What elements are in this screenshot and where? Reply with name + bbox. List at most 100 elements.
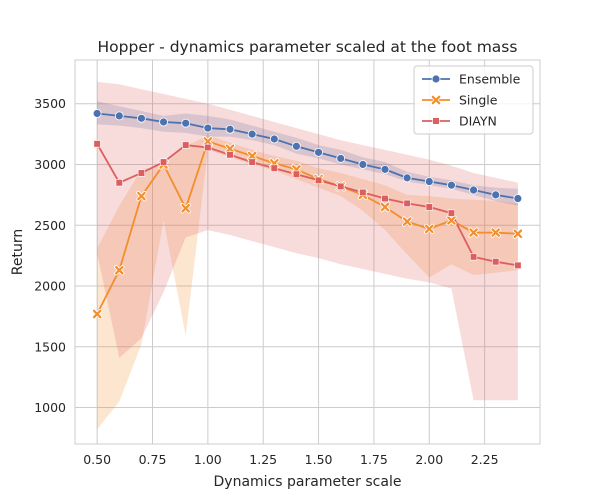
data-point-single-stroke xyxy=(114,265,124,275)
data-point-ensemble xyxy=(402,173,412,183)
data-point-single xyxy=(402,216,413,227)
data-point-single-stroke xyxy=(402,217,412,226)
data-point-single xyxy=(247,150,258,162)
y-tick-labels: 1000 1500 2000 2500 3000 3500 xyxy=(34,96,66,415)
data-point-single xyxy=(490,227,501,238)
x-tick-label: 2.00 xyxy=(415,452,443,467)
data-point-diayn xyxy=(425,203,433,211)
data-point-ensemble xyxy=(424,177,434,186)
data-point-ensemble xyxy=(159,117,168,127)
y-tick-label: 3000 xyxy=(34,157,66,172)
data-point-diayn xyxy=(492,258,500,266)
legend-marker xyxy=(430,94,442,106)
data-point-ensemble xyxy=(292,141,301,151)
x-axis-label: Dynamics parameter scale xyxy=(214,474,402,490)
x-tick-label: 1.00 xyxy=(194,452,222,467)
y-tick-label: 1000 xyxy=(34,400,66,415)
x-tick-label: 0.50 xyxy=(83,452,111,467)
data-point-ensemble xyxy=(269,134,279,144)
data-point-diayn xyxy=(314,176,323,184)
series-markers xyxy=(92,109,523,320)
data-point-ensemble xyxy=(137,113,146,123)
x-tick-label: 1.75 xyxy=(360,452,388,467)
data-point-single-stroke xyxy=(469,228,478,237)
data-point-diayn xyxy=(359,188,367,197)
y-tick-label: 2000 xyxy=(34,279,66,294)
data-point-diayn xyxy=(514,261,522,269)
data-point-single-stroke xyxy=(491,228,501,237)
data-point-ensemble xyxy=(380,164,390,174)
data-point-diayn xyxy=(226,151,234,159)
chart-title: Hopper - dynamics parameter scaled at th… xyxy=(98,38,518,56)
data-point-single xyxy=(379,201,391,213)
data-point-single xyxy=(114,265,125,276)
data-point-ensemble xyxy=(513,194,523,203)
legend-marker xyxy=(432,117,440,125)
data-point-ensemble xyxy=(92,109,102,118)
x-tick-label: 1.25 xyxy=(249,452,277,467)
data-point-diayn xyxy=(469,253,478,261)
data-point-ensemble xyxy=(358,160,368,169)
data-point-diayn xyxy=(381,194,389,203)
data-point-single-stroke xyxy=(447,216,456,225)
data-point-diayn xyxy=(337,182,345,190)
data-point-ensemble xyxy=(203,123,213,133)
legend-label: Ensemble xyxy=(459,72,521,87)
data-point-single-stroke xyxy=(380,202,390,212)
x-tick-labels: 0.50 0.75 1.00 1.25 1.50 1.75 2.00 2.25 xyxy=(83,452,498,467)
data-point-ensemble xyxy=(181,118,191,128)
data-point-ensemble xyxy=(336,154,346,163)
legend-frame xyxy=(413,65,534,135)
data-point-ensemble xyxy=(247,129,257,139)
y-tick-label: 1500 xyxy=(34,339,66,354)
legend-marker-stroke xyxy=(431,95,441,105)
legend-item-diayn: DIAYN xyxy=(422,114,497,129)
y-tick-label: 3500 xyxy=(34,96,66,111)
legend-label: DIAYN xyxy=(459,114,497,129)
data-point-ensemble xyxy=(114,111,124,121)
data-point-single-stroke xyxy=(225,144,235,154)
y-axis-label: Return xyxy=(10,229,26,275)
data-point-diayn xyxy=(270,164,278,172)
data-point-single xyxy=(202,136,213,147)
legend-item-ensemble: Ensemble xyxy=(422,72,521,87)
data-point-single xyxy=(224,143,236,154)
data-point-single-stroke xyxy=(203,137,213,146)
y-tick-label: 2500 xyxy=(34,218,66,233)
series-line-diayn xyxy=(96,143,519,267)
data-point-diayn xyxy=(182,141,190,149)
legend-marker xyxy=(431,74,441,84)
data-point-diayn xyxy=(115,179,123,187)
data-point-single-stroke xyxy=(513,229,523,239)
data-point-ensemble xyxy=(491,190,501,200)
data-point-single-stroke xyxy=(137,191,146,201)
x-tick-label: 1.50 xyxy=(305,452,333,467)
data-point-single-stroke xyxy=(247,151,257,161)
data-point-single xyxy=(180,203,191,214)
data-point-diayn xyxy=(248,158,256,166)
data-point-ensemble xyxy=(225,124,235,134)
data-point-single-stroke xyxy=(424,224,434,234)
legend-label: Single xyxy=(459,93,498,108)
x-tick-label: 2.25 xyxy=(471,452,499,467)
data-point-single xyxy=(136,191,147,202)
band-single xyxy=(97,135,518,430)
data-point-single xyxy=(468,227,479,238)
data-point-diayn xyxy=(93,140,101,148)
data-point-diayn xyxy=(447,209,456,217)
x-tick-label: 0.75 xyxy=(139,452,167,467)
data-point-diayn xyxy=(292,170,301,178)
data-point-diayn xyxy=(137,169,146,177)
data-point-diayn xyxy=(159,158,168,166)
data-point-ensemble xyxy=(469,185,478,195)
data-point-single-stroke xyxy=(92,309,102,319)
data-point-single xyxy=(512,228,523,239)
legend: Ensemble Single DIAYN xyxy=(413,65,534,135)
data-point-diayn xyxy=(204,143,212,152)
band-diayn xyxy=(97,81,518,401)
data-point-ensemble xyxy=(447,180,456,190)
data-point-single xyxy=(92,308,103,320)
data-point-ensemble xyxy=(314,147,323,157)
data-point-single xyxy=(446,215,457,226)
